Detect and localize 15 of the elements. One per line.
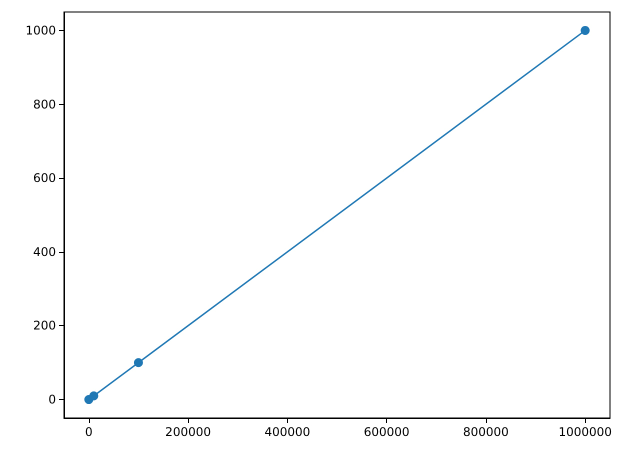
x-tick-label: 600000 — [364, 425, 410, 439]
y-tick-label: 200 — [33, 318, 56, 333]
x-tick-label: 800000 — [463, 425, 509, 439]
y-tick-label: 600 — [33, 171, 56, 186]
x-tick-label: 200000 — [165, 425, 211, 439]
x-tick-label: 0 — [85, 425, 93, 439]
y-tick-label: 800 — [33, 97, 56, 112]
y-tick-label: 1000 — [25, 23, 56, 38]
y-tick-label: 400 — [33, 244, 56, 259]
x-tick-label: 1000000 — [558, 425, 612, 439]
y-tick-label: 0 — [48, 392, 56, 407]
point — [134, 358, 143, 368]
x-tick-label: 400000 — [264, 425, 310, 439]
point — [89, 391, 98, 400]
point — [580, 26, 590, 35]
